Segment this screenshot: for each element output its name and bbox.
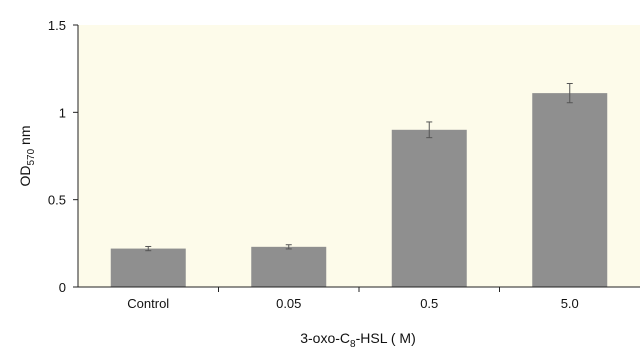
x-axis-title-sub: 8 <box>350 339 356 350</box>
y-ticks-group: 0 0.5 1 1.5 <box>48 18 78 295</box>
y-axis-title-main: OD <box>17 166 33 187</box>
x-axis-title-prefix: 3-oxo-C <box>300 330 350 346</box>
x-tick-label: 0.5 <box>420 296 438 311</box>
bar <box>110 248 186 287</box>
x-ticks-group: Control 0.05 0.5 5.0 <box>127 287 579 311</box>
y-tick-label: 0 <box>59 280 66 295</box>
y-tick-label: 1.5 <box>48 18 66 33</box>
bars-group <box>110 83 608 288</box>
bar <box>391 129 467 287</box>
x-axis-title-rest: -HSL ( M) <box>356 330 416 346</box>
y-tick-label: 0.5 <box>48 193 66 208</box>
y-tick-label: 1 <box>59 105 66 120</box>
y-axis-title-sub: 570 <box>26 148 37 165</box>
y-axis-title-rest: nm <box>17 125 33 148</box>
y-axis-title: OD570 nm <box>17 125 37 186</box>
bar <box>532 93 608 288</box>
x-tick-label: 0.05 <box>276 296 301 311</box>
x-tick-label: Control <box>127 296 169 311</box>
x-tick-label: 5.0 <box>561 296 579 311</box>
x-axis-title: 3-oxo-C8-HSL ( M) <box>300 330 416 350</box>
bar <box>251 246 327 287</box>
